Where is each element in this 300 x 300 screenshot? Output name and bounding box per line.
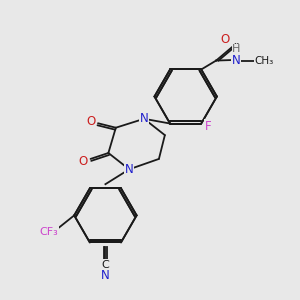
Text: N: N bbox=[232, 54, 241, 67]
Text: N: N bbox=[101, 269, 110, 282]
Text: C: C bbox=[101, 260, 109, 270]
Text: O: O bbox=[79, 155, 88, 168]
Text: O: O bbox=[86, 115, 95, 128]
Text: H: H bbox=[232, 44, 241, 54]
Text: F: F bbox=[205, 120, 211, 133]
Text: N: N bbox=[125, 163, 134, 176]
Text: O: O bbox=[220, 33, 230, 46]
Text: CH₃: CH₃ bbox=[254, 56, 273, 66]
Text: CF₃: CF₃ bbox=[40, 227, 58, 237]
Text: N: N bbox=[140, 112, 148, 125]
